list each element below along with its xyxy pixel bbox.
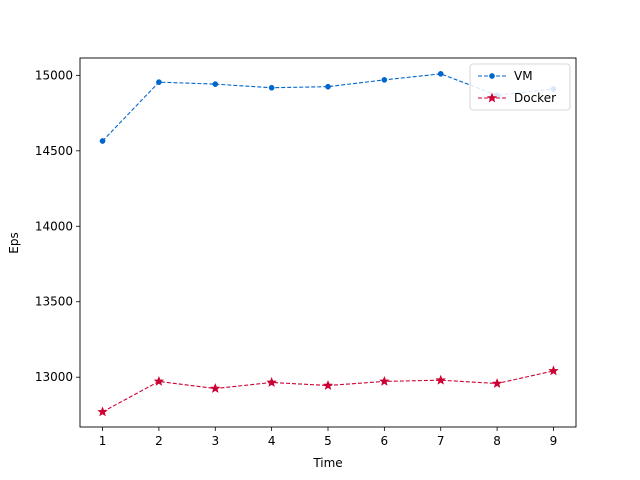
- data-point: [548, 365, 559, 376]
- legend-box: [469, 63, 571, 111]
- x-tick-label: 8: [493, 434, 501, 448]
- y-tick-label: 13000: [35, 370, 73, 384]
- x-tick-label: 3: [211, 434, 219, 448]
- legend-label: Docker: [514, 91, 556, 105]
- series-docker: [97, 365, 559, 417]
- x-tick-label: 9: [550, 434, 558, 448]
- legend-marker: [489, 73, 495, 79]
- plot-background: [80, 58, 576, 427]
- data-point: [99, 138, 106, 144]
- ticks-layer: 1 2 3 4 5 6 7 8 9 13000 13500 14000 14500 15000: [35, 68, 557, 448]
- x-tick-label: 4: [268, 434, 276, 448]
- data-point: [325, 83, 331, 90]
- y-tick-label: 14000: [35, 219, 73, 233]
- plot-area: [80, 58, 576, 427]
- data-point: [210, 383, 221, 393]
- y-tick-label: 15000: [35, 68, 73, 82]
- x-tick-label: 1: [99, 434, 107, 448]
- y-tick-label: 13500: [35, 295, 73, 309]
- data-point: [379, 376, 390, 386]
- data-point: [381, 77, 388, 83]
- x-tick-label: 7: [437, 434, 445, 448]
- data-point: [268, 84, 275, 91]
- y-axis-label: Eps: [7, 232, 21, 253]
- data-point: [322, 380, 334, 390]
- legend: VM Docker: [469, 63, 571, 111]
- legend-item: VM: [478, 69, 533, 83]
- data-point: [435, 374, 446, 385]
- x-axis-label: Time: [312, 456, 342, 470]
- legend-label: VM: [514, 69, 533, 83]
- data-point: [491, 378, 503, 388]
- y-tick-label: 14500: [35, 144, 73, 158]
- x-tick-label: 2: [155, 434, 163, 448]
- data-point: [153, 376, 165, 386]
- legend-item: Docker: [478, 91, 556, 105]
- legend-marker: [486, 92, 498, 103]
- x-tick-label: 6: [381, 434, 389, 448]
- data-point: [156, 79, 162, 85]
- data-point: [437, 70, 444, 77]
- data-point: [266, 377, 277, 387]
- data-point: [212, 81, 219, 87]
- data-point: [97, 406, 108, 417]
- x-tick-label: 5: [324, 434, 332, 448]
